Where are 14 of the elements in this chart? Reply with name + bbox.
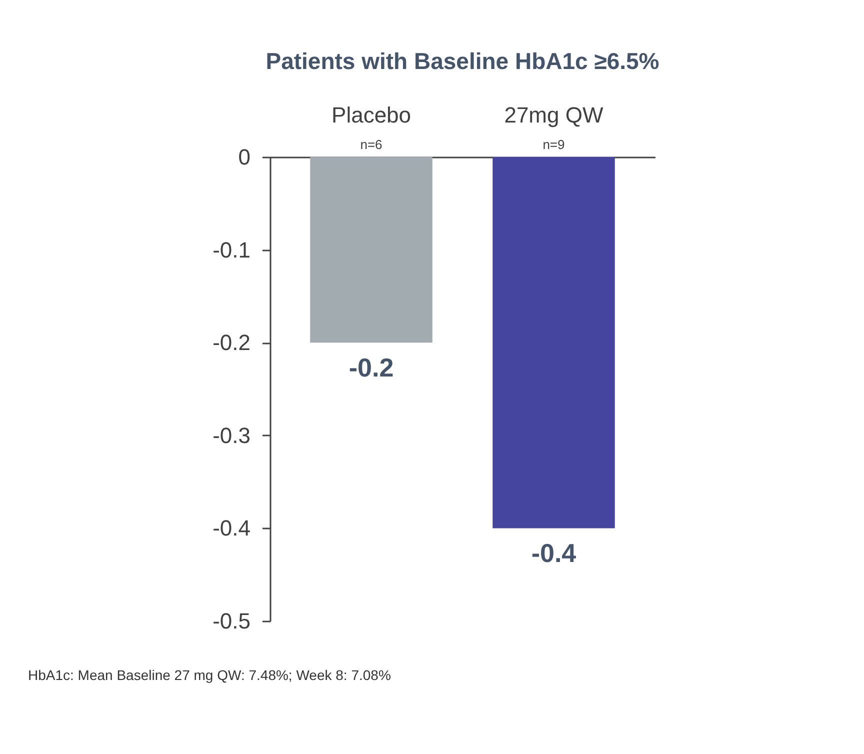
y-tick-label: -0.2 <box>212 330 250 356</box>
x-tick-label: 27mg QW <box>504 102 604 128</box>
y-tick-label: -0.1 <box>212 237 250 262</box>
y-tick-label: 0 <box>238 144 250 170</box>
annotation: n=9 <box>542 137 565 152</box>
annotation: n=6 <box>360 137 382 152</box>
chart-title: Patients with Baseline HbA1c ≥6.5% <box>266 48 660 74</box>
data-label: -0.2 <box>348 352 394 383</box>
y-tick-label: -0.5 <box>212 608 250 634</box>
y-tick-label: -0.3 <box>212 422 250 448</box>
y-tick-label: -0.4 <box>212 516 250 541</box>
x-tick-label: Placebo <box>332 102 412 128</box>
data-label: -0.4 <box>531 538 577 568</box>
text: HbA1c: Mean Baseline 27 mg QW: 7.48%; Week 8: 7.08% <box>28 667 391 683</box>
